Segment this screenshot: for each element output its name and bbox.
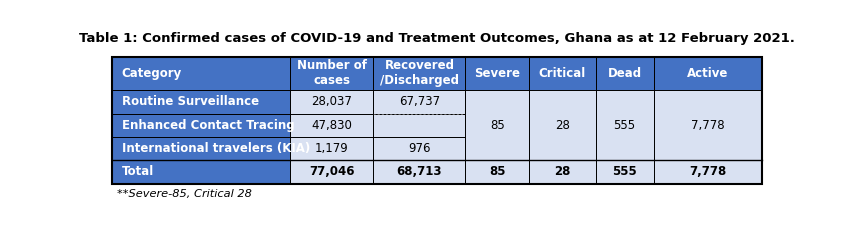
Text: 976: 976	[408, 142, 430, 155]
Bar	[291, 114, 373, 137]
Bar	[291, 90, 373, 114]
Bar	[528, 57, 595, 90]
Bar	[465, 160, 528, 183]
Text: 28,037: 28,037	[311, 95, 352, 108]
Text: 555: 555	[613, 119, 635, 132]
Bar	[112, 137, 291, 160]
Text: 68,713: 68,713	[396, 165, 441, 178]
Text: International travelers (KIA): International travelers (KIA)	[122, 142, 309, 155]
Text: 7,778: 7,778	[688, 165, 726, 178]
Bar	[112, 57, 762, 183]
Bar	[465, 90, 528, 160]
Bar	[373, 114, 465, 137]
Text: Enhanced Contact Tracing: Enhanced Contact Tracing	[122, 119, 294, 132]
Bar	[653, 160, 762, 183]
Text: 1,179: 1,179	[314, 142, 348, 155]
Text: 85: 85	[488, 165, 505, 178]
Text: 47,830: 47,830	[311, 119, 352, 132]
Bar	[465, 57, 528, 90]
Bar	[112, 160, 291, 183]
Text: Number of
cases: Number of cases	[296, 59, 366, 87]
Text: Total: Total	[122, 165, 154, 178]
Bar	[373, 90, 465, 114]
Text: Routine Surveillance: Routine Surveillance	[122, 95, 258, 108]
Text: Active: Active	[687, 67, 728, 80]
Text: Category: Category	[122, 67, 181, 80]
Bar	[373, 137, 465, 160]
Text: 28: 28	[554, 119, 569, 132]
Bar	[595, 57, 653, 90]
Text: 67,737: 67,737	[399, 95, 440, 108]
Bar	[112, 114, 291, 137]
Text: Dead: Dead	[607, 67, 641, 80]
Text: Recovered
/Discharged: Recovered /Discharged	[379, 59, 458, 87]
Bar	[373, 160, 465, 183]
Bar	[595, 160, 653, 183]
Bar	[291, 57, 373, 90]
Bar	[528, 160, 595, 183]
Bar	[528, 90, 595, 160]
Text: 555: 555	[612, 165, 636, 178]
Bar	[291, 137, 373, 160]
Bar	[112, 90, 291, 114]
Text: 28: 28	[554, 165, 570, 178]
Text: **Severe-85, Critical 28: **Severe-85, Critical 28	[117, 189, 252, 199]
Text: Severe: Severe	[474, 67, 520, 80]
Text: 7,778: 7,778	[690, 119, 724, 132]
Bar	[595, 90, 653, 160]
Bar	[373, 57, 465, 90]
Text: Table 1: Confirmed cases of COVID-19 and Treatment Outcomes, Ghana as at 12 Febr: Table 1: Confirmed cases of COVID-19 and…	[79, 32, 794, 45]
Bar	[291, 160, 373, 183]
Text: 77,046: 77,046	[308, 165, 354, 178]
Text: Critical: Critical	[538, 67, 585, 80]
Bar	[653, 90, 762, 160]
Text: 85: 85	[489, 119, 504, 132]
Bar	[653, 57, 762, 90]
Bar	[112, 57, 291, 90]
